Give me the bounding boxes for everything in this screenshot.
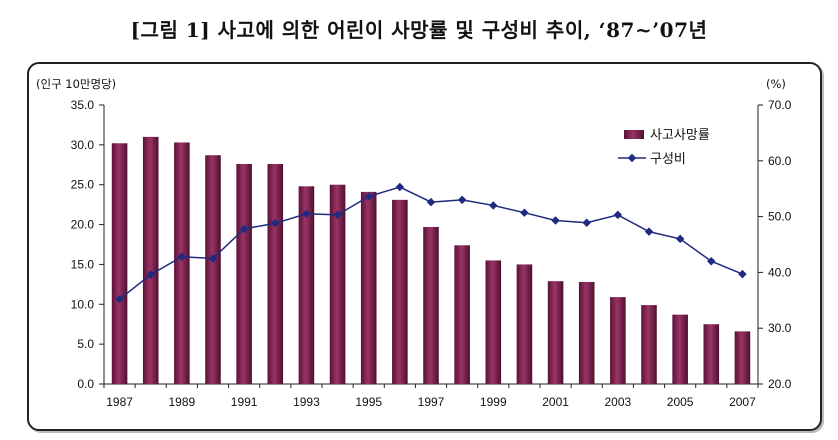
bar [236,163,252,384]
line-marker [489,201,498,210]
y-tick-label-left: 0.0 [77,377,94,391]
bar [142,136,159,384]
y-tick-label-left: 5.0 [77,337,94,351]
x-tick-label: 1997 [418,395,445,409]
plot-area: 0.0 5.0 10.0 15.0 20.0 25.0 30.0 35.0 20.0 30.0 40… [71,98,792,409]
legend-label-rate: 사고사망률 [650,128,710,143]
line-marker [426,197,436,207]
y-tick-label-right: 70.0 [768,98,792,112]
line-marker [239,224,249,234]
y-tick-label-right: 40.0 [768,265,792,279]
bar [516,264,533,384]
x-tick-label: 2007 [729,395,756,409]
line-marker [551,216,560,225]
y-tick-label-right: 60.0 [768,154,792,168]
line-marker [333,210,342,220]
y-tick-label-left: 30.0 [71,138,95,152]
bar [485,260,502,384]
legend-marker [627,153,637,163]
y-tick-label-left: 35.0 [71,98,95,112]
legend-label-share: 구성비 [650,152,686,167]
line-marker [395,182,405,192]
x-tick-label: 2001 [542,395,569,409]
line-marker [644,227,654,236]
y-tick-label-left: 25.0 [71,178,95,192]
legend-bar-swatch [624,130,644,139]
line-marker [582,218,591,227]
x-tick-label: 1999 [480,395,507,409]
y-tick-label-right: 30.0 [768,321,792,335]
line-marker [707,256,716,266]
line-marker [364,192,373,201]
line-marker [302,209,311,219]
bar [329,184,346,384]
line-marker [115,294,124,304]
bar [703,324,720,384]
bar [360,191,377,384]
bar [111,143,128,384]
figure-title: [그림 1] 사고에 의한 어린이 사망률 및 구성비 추이, ‘87~’07년 [130,18,708,42]
x-tick-label: 1989 [169,395,196,409]
line-marker [738,269,747,279]
x-tick-label: 1995 [355,395,382,409]
line-marker [457,195,467,205]
x-tick-label: 2005 [667,395,694,409]
line-marker [520,208,529,217]
bar [734,331,751,384]
bar [205,155,221,384]
bar [174,142,190,384]
bar [547,281,564,384]
x-tick-label: 2003 [605,395,632,409]
legend: 사고사망률 구성비 [618,128,710,167]
line-marker [146,270,155,279]
bar [298,186,315,384]
bar [610,297,626,384]
line-marker [613,210,623,220]
line-marker [177,252,187,262]
bar [578,281,595,384]
bar [392,199,408,384]
y-tick-label-right: 50.0 [768,210,792,224]
y-tick-label-right: 20.0 [768,377,792,391]
bar [423,226,439,384]
right-axis-unit: (%) [766,77,786,91]
y-tick-label-left: 20.0 [71,218,95,232]
line-marker [271,219,280,228]
bar [641,305,657,384]
x-tick-label: 1993 [293,395,320,409]
left-axis-unit: (인구 10만명당) [36,77,116,91]
y-tick-label-left: 10.0 [71,297,95,311]
x-tick-label: 1991 [231,395,258,409]
bar [672,314,688,384]
bar [267,163,284,384]
x-tick-label: 1987 [106,395,133,409]
y-tick-label-left: 15.0 [71,257,95,271]
bar [454,245,470,384]
